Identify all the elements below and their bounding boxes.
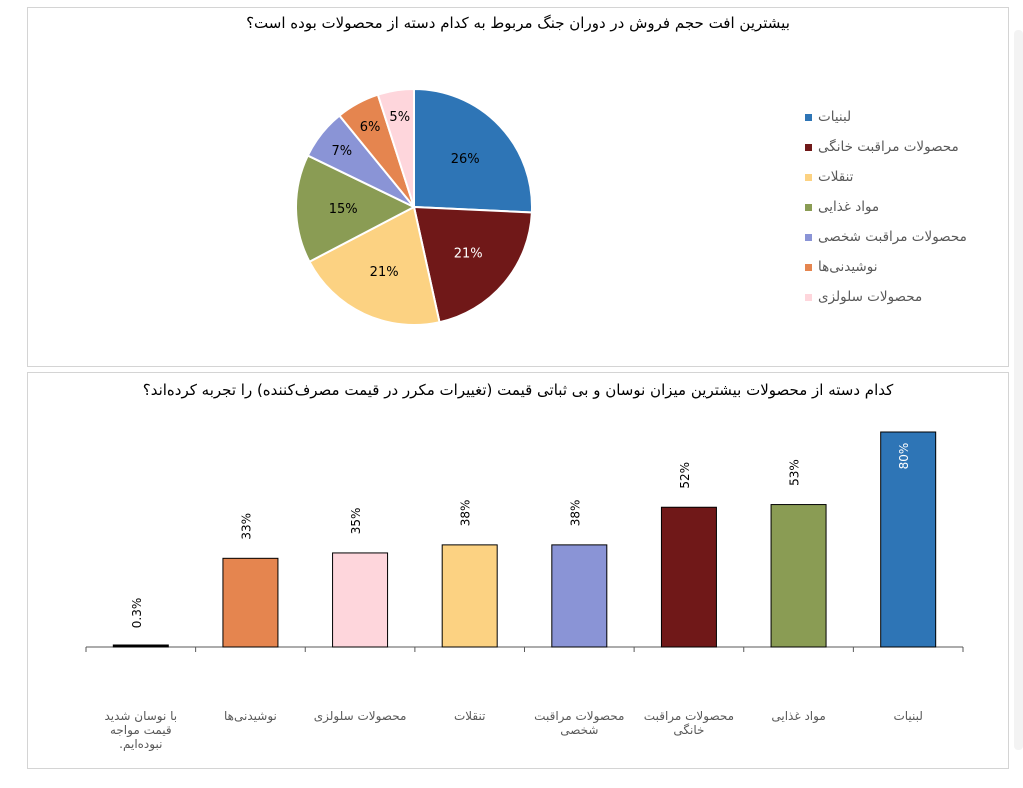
pie-data-label: 21% <box>370 265 399 280</box>
x-tick-label: تنقلات <box>453 709 486 723</box>
scrollbar[interactable] <box>1014 30 1023 750</box>
pie-chart: 26% 21% 21% 15% 7% 6% 5% <box>295 87 533 326</box>
x-tick-label: محصولات مراقبت شخصی <box>534 709 625 737</box>
pie-chart-title: بیشترین افت حجم فروش در دوران جنگ مربوط … <box>246 14 790 32</box>
bar-data-label: 33% <box>239 513 253 540</box>
legend-swatch <box>805 174 812 181</box>
legend-swatch <box>805 294 812 301</box>
bar <box>551 544 608 648</box>
x-tick-label: محصولات مراقبت خانگی <box>643 709 735 737</box>
legend-label: تنقلات <box>818 169 854 185</box>
pie-slice <box>308 205 441 326</box>
legend-label: لبنیات <box>818 109 852 125</box>
bar <box>770 504 827 648</box>
bar-data-label: 0.3% <box>130 598 144 629</box>
bar <box>222 557 279 648</box>
bar-data-label: 52% <box>678 462 692 489</box>
pie-data-label: 21% <box>454 247 483 262</box>
pie-data-label: 5% <box>389 110 410 125</box>
pie-data-label: 26% <box>451 152 480 167</box>
x-tick-label: لبنیات <box>893 709 923 723</box>
legend-swatch <box>805 234 812 241</box>
pie-slice <box>295 154 417 264</box>
bar-data-label: 53% <box>788 459 802 486</box>
legend-label: محصولات سلولزی <box>818 289 923 305</box>
pie-slice <box>412 205 533 324</box>
legend-swatch <box>805 204 812 211</box>
bar-chart-title: کدام دسته از محصولات بیشترین میزان نوسان… <box>142 381 894 399</box>
pie-slice <box>376 87 415 208</box>
bar <box>112 644 169 648</box>
x-tick-label: مواد غذایی <box>771 709 826 723</box>
bar <box>660 506 717 648</box>
legend-swatch <box>805 144 812 151</box>
pie-data-label: 6% <box>360 120 381 135</box>
bar <box>332 552 389 648</box>
bar-data-label: 38% <box>459 500 473 527</box>
legend-label: محصولات مراقبت شخصی <box>818 229 967 245</box>
pie-slice <box>413 87 533 214</box>
bar-data-label: 80% <box>897 443 911 470</box>
bar <box>880 431 937 648</box>
pie-data-label: 7% <box>331 144 352 159</box>
legend-label: محصولات مراقبت خانگی <box>818 139 959 155</box>
legend-label: نوشیدنی‌ها <box>818 259 878 275</box>
x-tick-label: نوشیدنی‌ها <box>224 709 277 723</box>
legend-swatch <box>805 114 812 121</box>
pie-data-label: 15% <box>329 202 358 217</box>
legend-swatch <box>805 264 812 271</box>
bar <box>441 544 498 648</box>
bar-data-label: 35% <box>349 508 363 535</box>
bar-data-label: 38% <box>568 500 582 527</box>
bar-chart-panel: کدام دسته از محصولات بیشترین میزان نوسان… <box>27 372 1009 769</box>
legend-label: مواد غذایی <box>818 199 880 215</box>
x-tick-label: با نوسان شدید قیمت مواجه نبوده‌ایم. <box>104 709 178 751</box>
pie-chart-panel: بیشترین افت حجم فروش در دوران جنگ مربوط … <box>27 7 1009 367</box>
x-tick-label: محصولات سلولزی <box>313 709 407 723</box>
bar-chart: 80% 53% 52% 38% 38% 35% 33% 0.3% <box>85 431 964 652</box>
